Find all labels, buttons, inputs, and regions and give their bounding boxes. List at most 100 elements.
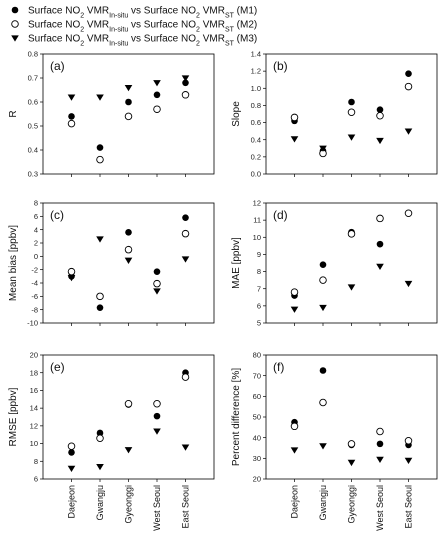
- data-point-M2: [96, 434, 104, 443]
- data-point-M2: [96, 292, 104, 301]
- x-tick-label: West Seoul: [152, 485, 162, 531]
- y-tick-label: 6: [34, 475, 38, 484]
- data-point-M2: [376, 111, 384, 120]
- legend-text: Surface NO: [28, 34, 80, 45]
- data-point-M3: [404, 128, 413, 135]
- data-point-M3: [290, 306, 299, 313]
- data-point-M3: [347, 459, 356, 467]
- legend-subscript: ST: [225, 12, 235, 19]
- data-point-M1: [125, 98, 132, 106]
- legend-subscript: 2: [196, 40, 200, 47]
- legend-subscript: 2: [80, 40, 84, 47]
- y-tick-label: 0.4: [251, 135, 261, 144]
- legend-subscript: 2: [80, 26, 84, 33]
- data-point-M3: [404, 457, 413, 465]
- legend-text: Surface NO: [28, 6, 80, 17]
- data-point-M3: [290, 136, 299, 143]
- y-tick-label: 1.4: [251, 50, 261, 59]
- plot-frame: [265, 202, 438, 324]
- y-tick-label: 40: [253, 433, 261, 442]
- data-point-M3: [404, 280, 413, 288]
- data-point-M3: [181, 75, 190, 82]
- x-tick-label: West Seoul: [375, 485, 385, 531]
- legend-subscript: 2: [80, 12, 84, 19]
- data-point-M3: [347, 134, 356, 141]
- legend-marker-M3: [11, 35, 19, 42]
- legend-label-M1: Surface NO2 VMRIn-situ vs Surface NO2 VM…: [28, 6, 257, 20]
- y-tick-label: 10: [253, 233, 261, 242]
- panel-4: 6 8 10 12 14 16 18 20 Daejeon Gwangju Gyeonggi West…: [8, 351, 215, 531]
- data-point-M2: [376, 214, 384, 223]
- legend-subscript: In-situ: [109, 12, 128, 19]
- data-point-M2: [319, 276, 327, 284]
- y-tick-label: 9: [257, 250, 261, 259]
- data-point-M3: [67, 94, 76, 101]
- data-point-M2: [290, 113, 299, 122]
- panel-5: 20 30 40 50 60 70 80 Daejeon Gwangju Gyeonggi West…: [231, 351, 438, 531]
- y-tick-label: 0.6: [28, 98, 38, 107]
- data-point-M2: [67, 442, 76, 450]
- legend-text: vs Surface NO: [128, 34, 196, 45]
- legend-text: VMR: [200, 6, 225, 17]
- legend-subscript: ST: [225, 26, 235, 33]
- y-axis-label: Percent difference [%]: [231, 368, 242, 466]
- data-point-M2: [153, 105, 161, 113]
- data-point-M2: [404, 82, 413, 91]
- data-point-M1: [348, 98, 355, 106]
- data-point-M2: [347, 440, 356, 448]
- data-point-M1: [68, 449, 75, 456]
- y-tick-label: 8: [257, 267, 261, 276]
- y-tick-label: 80: [253, 351, 261, 360]
- y-tick-label: 7: [257, 284, 261, 293]
- x-tick-label: Gyeonggi: [124, 485, 134, 524]
- y-tick-label: 6: [34, 212, 38, 221]
- legend-marker-M1: [11, 6, 19, 14]
- y-tick-label: -6: [31, 292, 38, 301]
- data-point-M2: [319, 398, 327, 407]
- data-point-M2: [347, 230, 356, 238]
- data-point-M1: [376, 240, 384, 248]
- data-point-M3: [96, 463, 104, 471]
- data-point-M2: [124, 245, 133, 254]
- data-point-M2: [376, 427, 384, 436]
- y-tick-label: -2: [31, 265, 38, 274]
- legend-text: VMR: [84, 6, 109, 17]
- y-tick-label: 18: [30, 368, 38, 377]
- data-point-M1: [96, 304, 104, 311]
- data-point-M1: [153, 91, 161, 99]
- y-tick-label: 4: [34, 225, 38, 234]
- x-tick-label: East Seoul: [404, 485, 414, 529]
- legend: Surface NO2 VMRIn-situ vs Surface NO2 VM…: [11, 6, 257, 47]
- x-tick-label: Daejeon: [67, 485, 77, 519]
- y-axis-label: Mean bias [ppbv]: [8, 225, 19, 301]
- data-point-M3: [181, 444, 190, 451]
- y-tick-label: 0.8: [251, 101, 261, 110]
- x-tick-label: East Seoul: [181, 485, 191, 529]
- data-point-M3: [96, 236, 104, 243]
- legend-text: (M3): [234, 34, 257, 45]
- y-axis-label: MAE [ppbv]: [231, 237, 242, 289]
- y-tick-label: 1.0: [251, 84, 261, 93]
- y-tick-label: 12: [253, 199, 261, 208]
- y-tick-label: 5: [257, 319, 261, 328]
- y-tick-label: 20: [253, 475, 261, 484]
- y-tick-label: 0: [34, 252, 38, 261]
- data-point-M2: [181, 91, 190, 99]
- legend-text: vs Surface NO: [128, 6, 196, 17]
- data-point-M3: [67, 275, 76, 282]
- panel-label: (c): [50, 208, 64, 222]
- y-tick-label: 50: [253, 413, 261, 422]
- y-tick-label: 0.3: [28, 170, 38, 179]
- data-point-M3: [319, 145, 327, 152]
- data-point-M2: [67, 119, 76, 128]
- data-point-M2: [347, 108, 356, 117]
- y-tick-label: 0.8: [28, 50, 38, 59]
- data-point-M3: [67, 465, 76, 472]
- data-point-M1: [68, 113, 75, 120]
- data-point-M3: [376, 263, 384, 271]
- x-tick-label: Gwangju: [318, 485, 328, 521]
- data-point-M3: [124, 447, 133, 454]
- y-tick-label: 0.7: [28, 74, 38, 83]
- y-tick-label: 10: [30, 439, 38, 448]
- y-tick-label: -4: [31, 279, 38, 288]
